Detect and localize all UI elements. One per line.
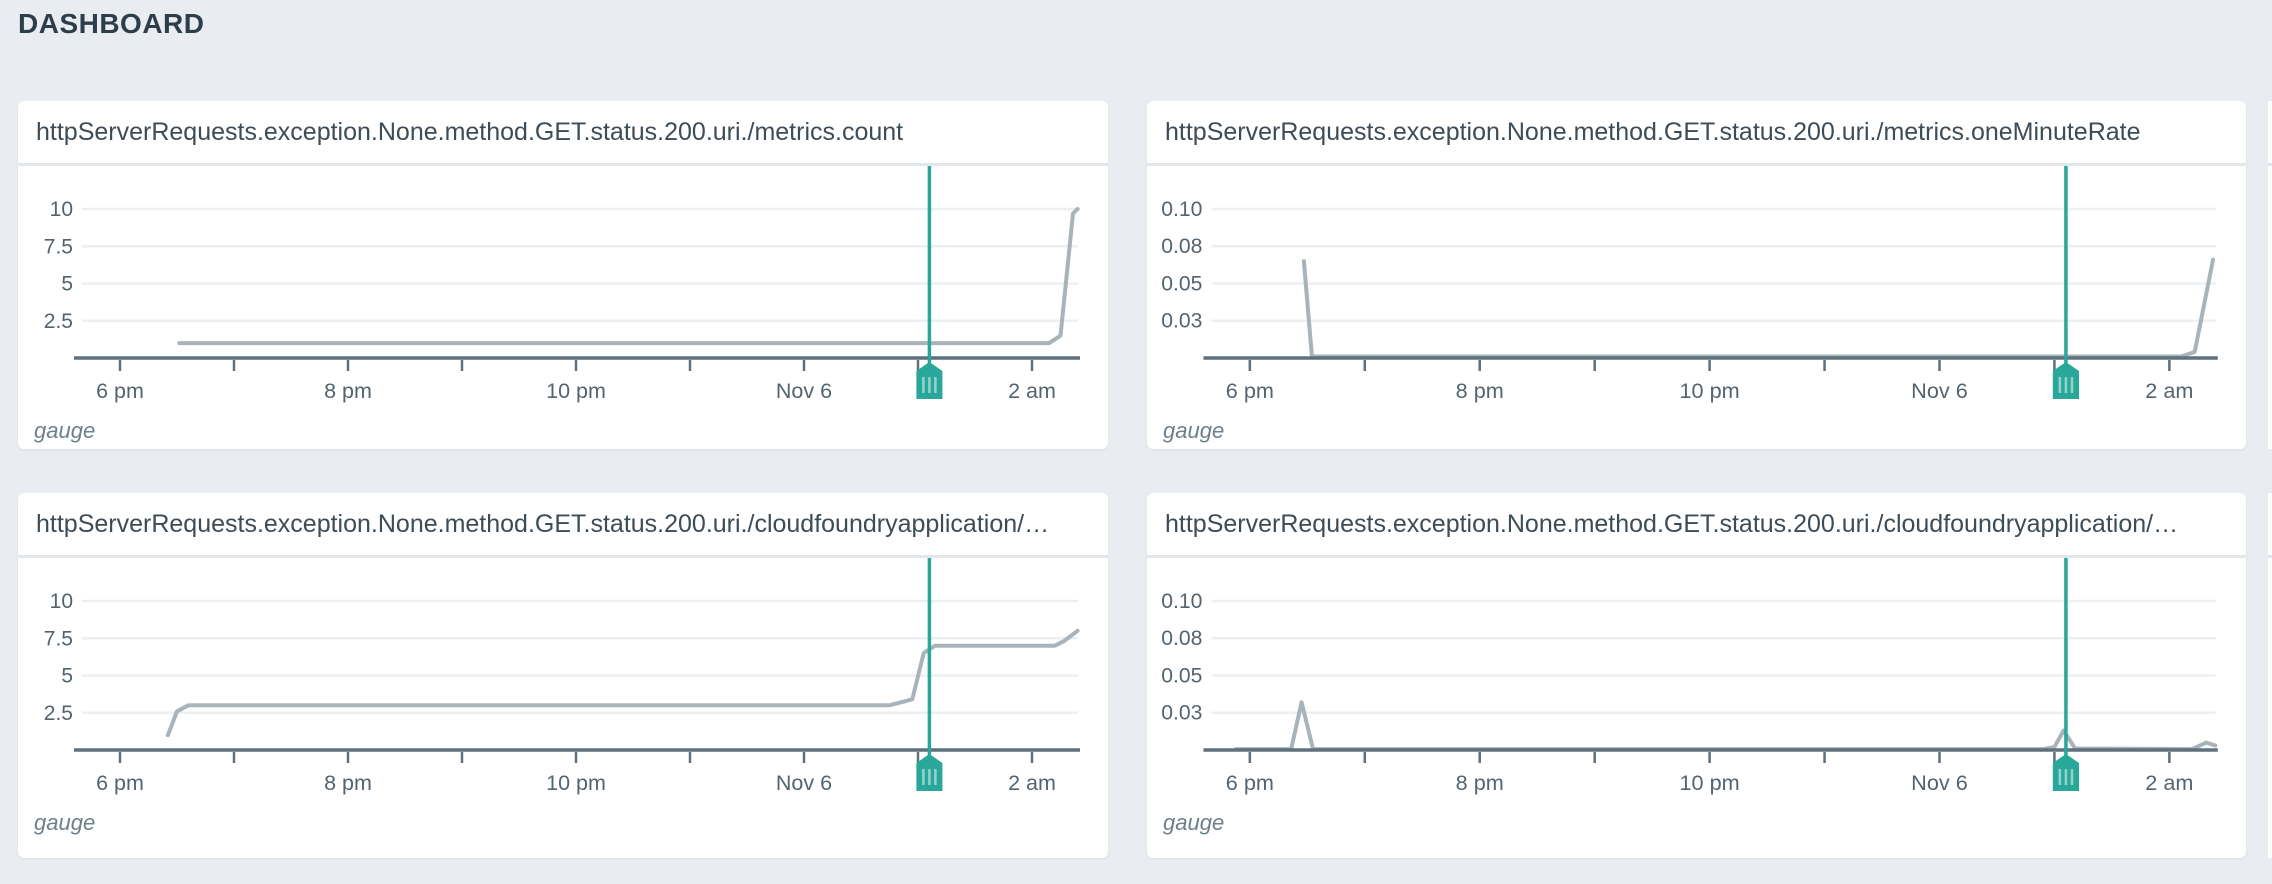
panel-title: httpServerRequests.exception.None.method… xyxy=(1165,118,2141,146)
chart-type-label: gauge xyxy=(34,810,96,835)
x-tick-label: 2 am xyxy=(1008,771,1056,795)
panel-body: 2.5 5 7.5 10 6 pm 8 pm 10 pm Nov 6 2 am gauge xyxy=(18,558,1108,858)
panel-body: 0.03 0.05 0.08 0.10 6 pm 8 pm 10 pm Nov 6 2 am g… xyxy=(1147,558,2246,858)
x-tick-label: 6 pm xyxy=(96,379,144,403)
panel-divider xyxy=(18,163,1108,166)
x-tick-label: 6 pm xyxy=(96,771,144,795)
x-tick-label: Nov 6 xyxy=(1911,378,1968,403)
y-tick-label: 7.5 xyxy=(44,235,73,258)
y-tick-label: 10 xyxy=(50,198,73,221)
y-tick-label: 0.03 xyxy=(1161,310,1202,333)
data-line xyxy=(165,628,1080,738)
clipped-card-edge xyxy=(2268,493,2272,858)
data-line xyxy=(1234,700,2218,752)
panel-divider xyxy=(1147,555,2246,558)
x-tick-label: Nov 6 xyxy=(776,379,832,403)
x-tick-label: 10 pm xyxy=(546,771,606,795)
chart-canvas[interactable]: 0.03 0.05 0.08 0.10 6 pm 8 pm 10 pm Nov 6 2 am xyxy=(1147,558,2246,798)
panel-card-cloudfoundry-count: httpServerRequests.exception.None.method… xyxy=(18,493,1108,858)
y-tick-label: 10 xyxy=(50,590,73,613)
y-tick-label: 0.03 xyxy=(1161,702,1202,725)
chart-type-label: gauge xyxy=(1163,418,1225,443)
chart-type-label: gauge xyxy=(34,418,96,443)
panel-title: httpServerRequests.exception.None.method… xyxy=(36,510,1050,538)
y-tick-label: 0.10 xyxy=(1161,590,1202,613)
page-title: DASHBOARD xyxy=(18,8,205,39)
x-tick-label: 10 pm xyxy=(1679,378,1739,403)
y-tick-label: 0.05 xyxy=(1161,665,1202,688)
y-tick-label: 0.08 xyxy=(1161,627,1202,650)
chart-canvas[interactable]: 2.5 5 7.5 10 6 pm 8 pm 10 pm Nov 6 2 am xyxy=(18,166,1108,406)
x-tick-label: 6 pm xyxy=(1226,770,1274,795)
x-tick-label: 10 pm xyxy=(1679,770,1739,795)
panel-body: 0.03 0.05 0.08 0.10 6 pm 8 pm 10 pm Nov 6 2 am g… xyxy=(1147,166,2246,449)
chart-canvas[interactable]: 2.5 5 7.5 10 6 pm 8 pm 10 pm Nov 6 2 am xyxy=(18,558,1108,798)
y-tick-label: 2.5 xyxy=(44,310,73,333)
chart-canvas[interactable]: 0.03 0.05 0.08 0.10 6 pm 8 pm 10 pm Nov 6 2 am xyxy=(1147,166,2246,406)
y-tick-label: 0.08 xyxy=(1161,235,1202,258)
panel-body: 2.5 5 7.5 10 6 pm 8 pm 10 pm Nov 6 2 am gauge xyxy=(18,166,1108,449)
chart-type-label: gauge xyxy=(1163,810,1225,835)
x-tick-label: 2 am xyxy=(2145,770,2193,795)
y-tick-label: 5 xyxy=(61,665,73,688)
x-tick-label: 2 am xyxy=(1008,379,1056,403)
data-line xyxy=(1301,257,2216,359)
x-tick-label: Nov 6 xyxy=(1911,770,1968,795)
x-tick-label: 2 am xyxy=(2145,378,2193,403)
clipped-card-edge xyxy=(2268,101,2272,449)
x-tick-label: 8 pm xyxy=(324,771,372,795)
panel-card-metrics-count: httpServerRequests.exception.None.method… xyxy=(18,101,1108,449)
y-tick-label: 0.05 xyxy=(1161,273,1202,296)
panel-card-metrics-oneminuterate: httpServerRequests.exception.None.method… xyxy=(1147,101,2246,449)
y-tick-label: 5 xyxy=(61,273,73,296)
x-tick-label: 6 pm xyxy=(1226,378,1274,403)
panel-card-cloudfoundry-oneminuterate: httpServerRequests.exception.None.method… xyxy=(1147,493,2246,858)
panel-divider xyxy=(1147,163,2246,166)
x-tick-label: 8 pm xyxy=(1456,770,1504,795)
data-line xyxy=(177,207,1080,346)
y-tick-label: 0.10 xyxy=(1161,198,1202,221)
x-tick-label: 10 pm xyxy=(546,379,606,403)
x-tick-label: Nov 6 xyxy=(776,771,832,795)
panel-title: httpServerRequests.exception.None.method… xyxy=(36,118,904,146)
x-tick-label: 8 pm xyxy=(1456,378,1504,403)
panel-title: httpServerRequests.exception.None.method… xyxy=(1165,510,2179,538)
y-tick-label: 2.5 xyxy=(44,702,73,725)
y-tick-label: 7.5 xyxy=(44,627,73,650)
x-tick-label: 8 pm xyxy=(324,379,372,403)
panel-divider xyxy=(18,555,1108,558)
